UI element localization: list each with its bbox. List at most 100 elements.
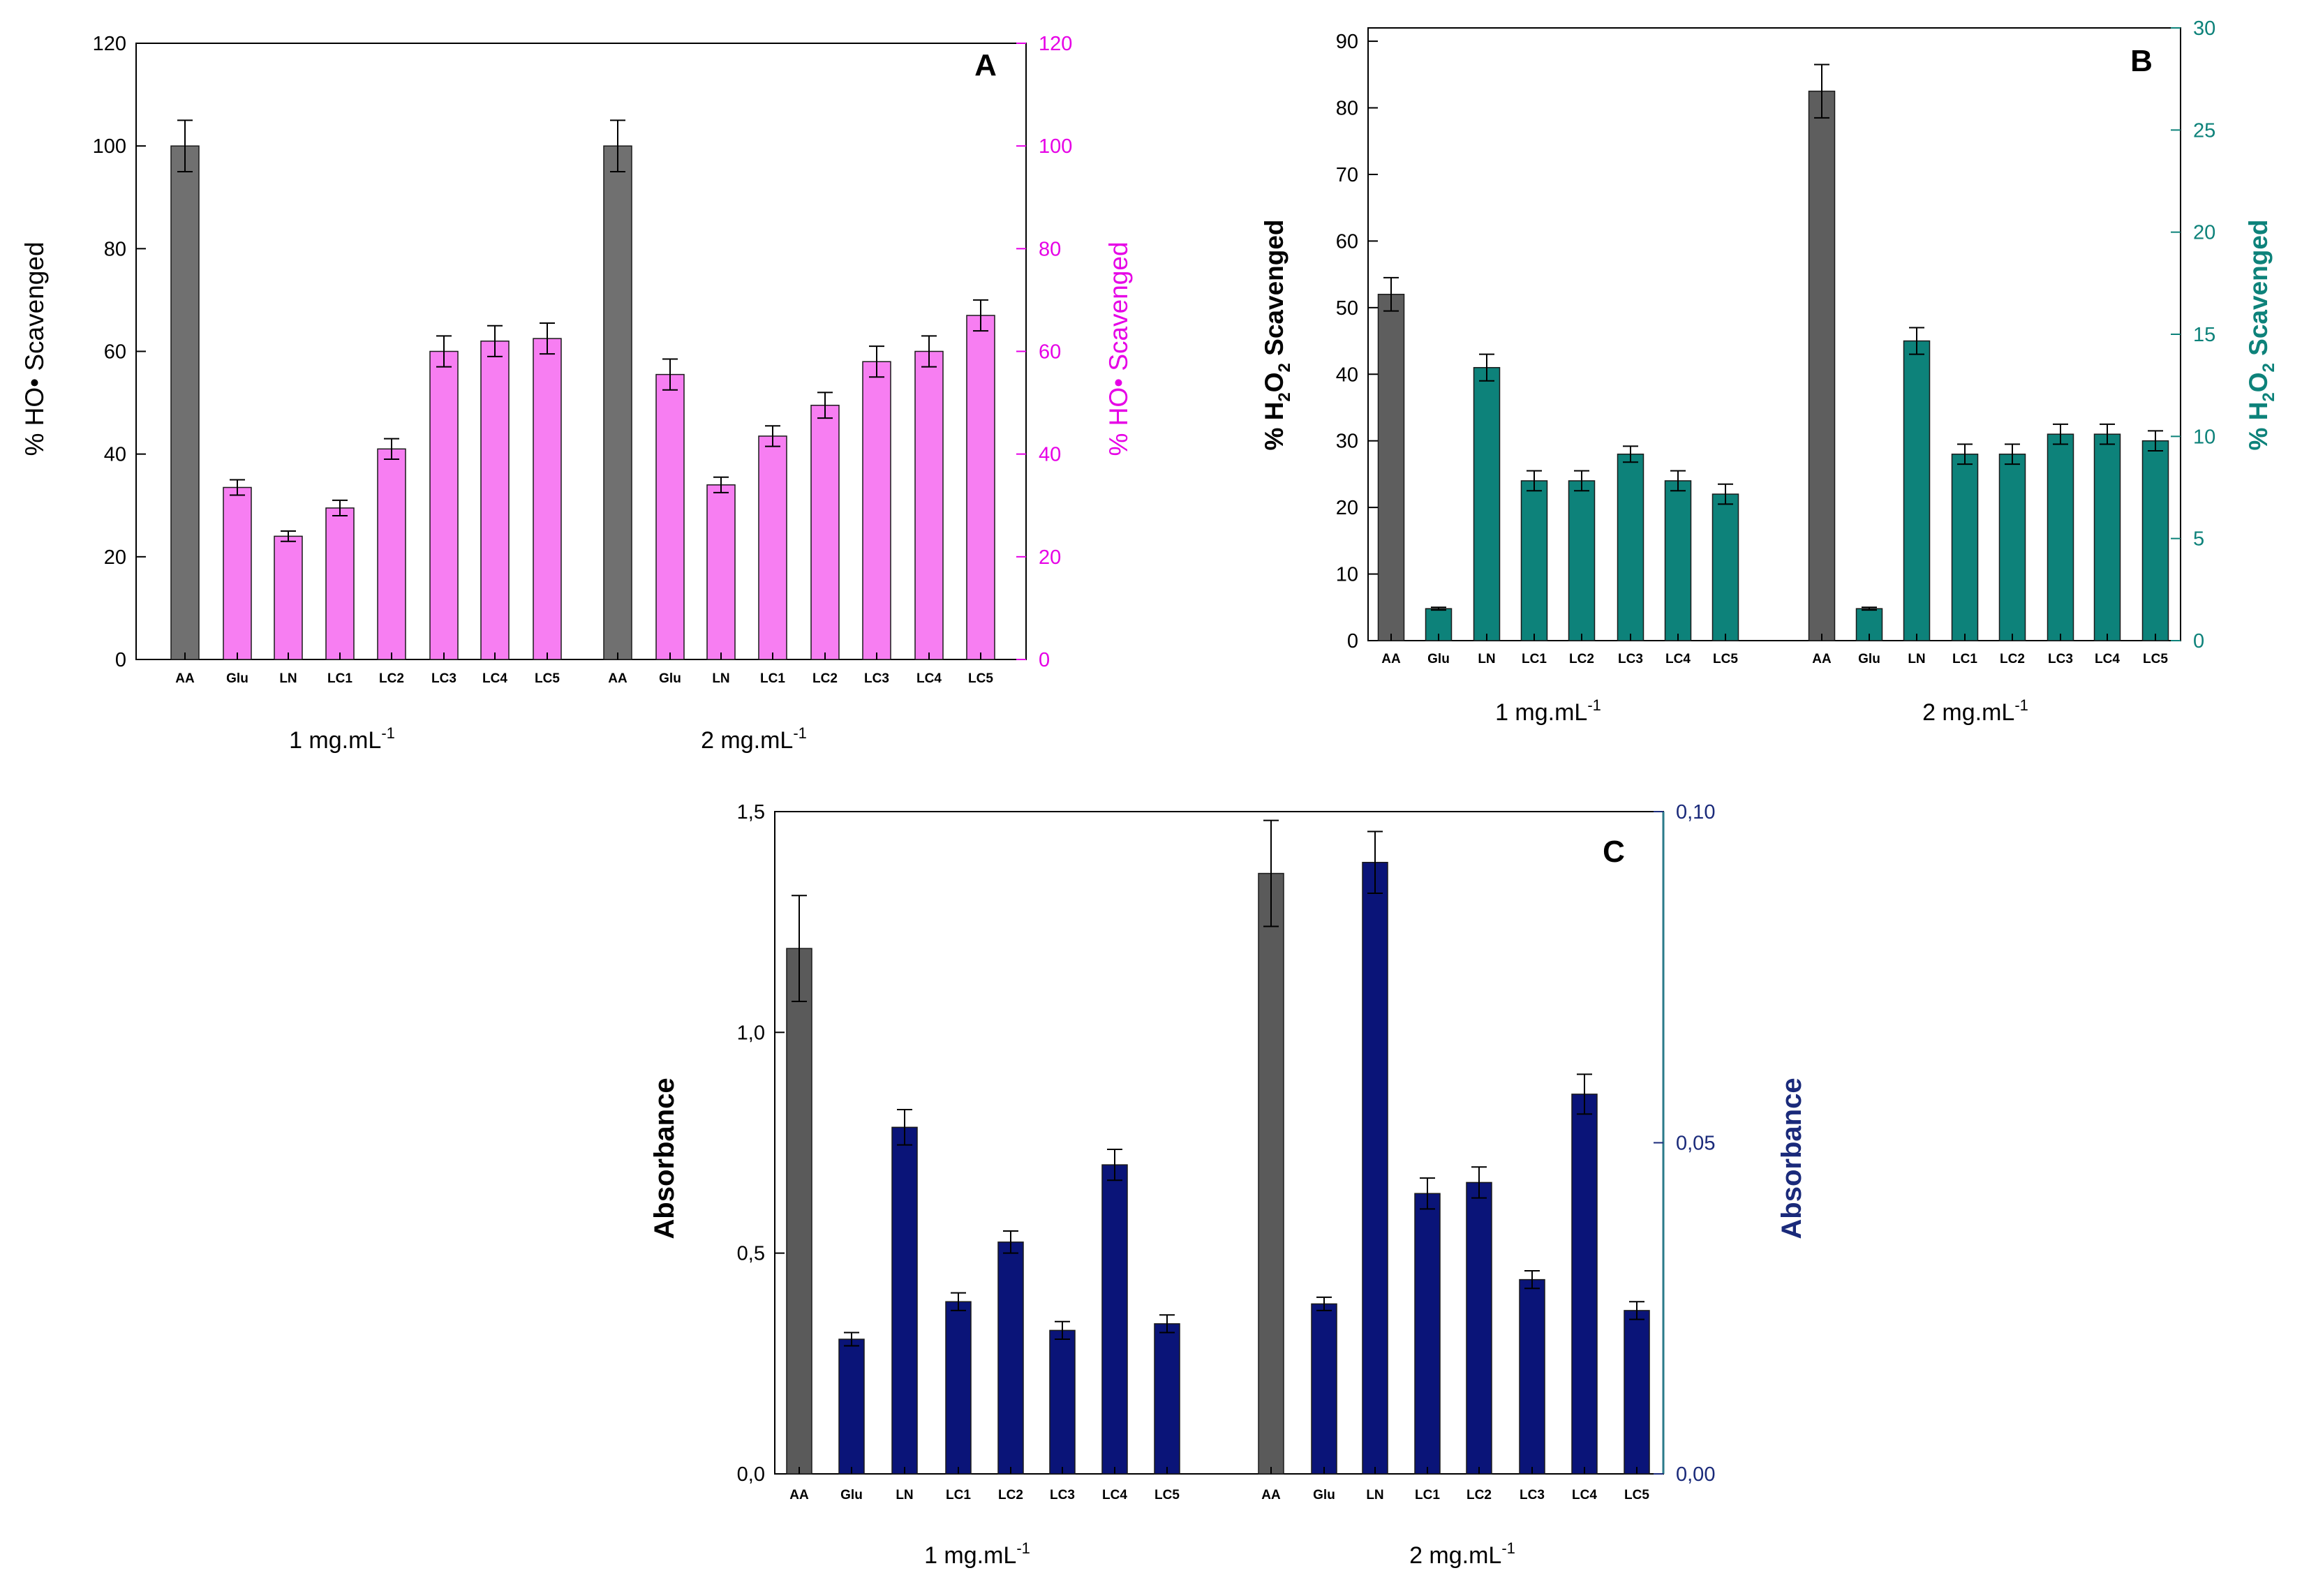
group-label: 1 mg.mL-1 (924, 1539, 1030, 1569)
y-right-tick-label: 0,00 (1676, 1463, 1715, 1486)
bar (1520, 480, 1548, 641)
y-tick-label: 80 (1336, 98, 1358, 120)
category-label: LC1 (946, 1488, 971, 1502)
bar (1362, 862, 1388, 1475)
category-label: LC1 (1415, 1488, 1440, 1502)
category-label: LN (1908, 652, 1925, 666)
bar (1571, 1094, 1598, 1475)
chart-panel-a: 0 20 40 60 80 100 120 0 20 40 60 80 100 120 AA Glu LN LC1… (20, 33, 1133, 754)
category-label: LN (896, 1488, 913, 1502)
bar (891, 1126, 918, 1475)
category-label: LN (1366, 1488, 1383, 1502)
chart-panel-c: 0,0 0,5 1,0 1,5 0,00 0,05 0,10 AA Glu LN LC1 LC2 LC3… (649, 801, 1807, 1569)
y-right-tick-label: 60 (1039, 341, 1061, 364)
bar (533, 338, 562, 660)
bar (1311, 1303, 1337, 1475)
group-label: 2 mg.mL-1 (1922, 696, 2028, 726)
bar (997, 1241, 1024, 1475)
category-label: LC4 (2095, 652, 2120, 666)
y-right-tick-label: 20 (2193, 222, 2215, 244)
panel-letter: B (2130, 44, 2153, 78)
y-right-tick-label: 25 (2193, 119, 2215, 142)
y-tick-label: 20 (104, 546, 126, 569)
bar (1049, 1329, 1076, 1475)
bar (1568, 480, 1596, 641)
category-label: LC1 (1952, 652, 1977, 666)
category-label: LC4 (1665, 652, 1691, 666)
category-label: Glu (1427, 652, 1450, 666)
bar (1951, 454, 1979, 641)
category-label: LC4 (1102, 1488, 1127, 1502)
category-label: LC2 (812, 671, 838, 686)
y-tick-label: 70 (1336, 164, 1358, 186)
y-tick-label: 0 (1347, 630, 1358, 652)
y-right-axis-title: % H2O2 Scavenged (2244, 219, 2278, 450)
bar (838, 1338, 865, 1475)
bar (1617, 454, 1644, 641)
bar (1998, 454, 2026, 641)
category-label: LC3 (864, 671, 889, 686)
category-label: LC2 (1466, 1488, 1492, 1502)
y-tick-label: 60 (104, 341, 126, 364)
y-right-tick-label: 100 (1039, 135, 1072, 158)
y-tick-label: 1,5 (737, 801, 765, 823)
category-label: LC3 (1050, 1488, 1075, 1502)
bar (1154, 1323, 1180, 1475)
category-label: LC3 (431, 671, 456, 686)
category-label: LC5 (2143, 652, 2168, 666)
category-label: AA (1812, 652, 1832, 666)
category-label: LC2 (379, 671, 404, 686)
group-label: 1 mg.mL-1 (1495, 696, 1601, 726)
y-tick-label: 120 (93, 33, 126, 55)
category-label: LC4 (916, 671, 942, 686)
y-tick-label: 40 (104, 444, 126, 466)
category-label: LC3 (1520, 1488, 1545, 1502)
bar (862, 361, 891, 660)
y-right-tick-label: 0 (1039, 649, 1050, 671)
bar (810, 405, 840, 660)
category-label: Glu (840, 1488, 863, 1502)
y-tick-label: 0,0 (737, 1463, 765, 1486)
y-tick-label: 0 (115, 649, 126, 671)
y-tick-label: 40 (1336, 364, 1358, 386)
y-right-tick-label: 0,05 (1676, 1133, 1715, 1155)
y-tick-label: 50 (1336, 297, 1358, 320)
category-label: LC1 (760, 671, 785, 686)
y-axis-title: % HO• Scavenged (20, 241, 49, 456)
bar (377, 448, 406, 660)
panel-letter: C (1603, 835, 1625, 869)
y-right-tick-label: 5 (2193, 528, 2204, 551)
y-tick-label: 1,0 (737, 1022, 765, 1044)
y-axis-title: % H2O2 Scavenged (1260, 219, 1294, 450)
y-right-axis-title: Absorbance (1776, 1077, 1807, 1239)
bar (655, 373, 685, 660)
category-label: LC5 (1624, 1488, 1649, 1502)
category-label: LC5 (1713, 652, 1738, 666)
bar (480, 341, 510, 660)
bar (1711, 493, 1739, 641)
category-label: LC5 (968, 671, 993, 686)
category-label: Glu (659, 671, 681, 686)
y-tick-label: 20 (1336, 497, 1358, 519)
bar (945, 1301, 972, 1475)
bar (786, 948, 812, 1475)
category-label: LC3 (2048, 652, 2073, 666)
y-right-tick-label: 15 (2193, 324, 2215, 346)
y-right-tick-label: 40 (1039, 444, 1061, 466)
bar (274, 535, 303, 660)
y-axis-title: Absorbance (649, 1077, 680, 1239)
category-label: LN (1478, 652, 1495, 666)
chart-panel-b: 0 10 20 30 40 50 60 70 80 90 0 5 10 15 20 25 30 AA Glu LN LC… (1260, 17, 2278, 726)
bar (1377, 293, 1405, 641)
y-right-axis-title: % HO• Scavenged (1104, 241, 1133, 456)
y-right-tick-label: 0 (2193, 630, 2204, 652)
category-label: LC2 (998, 1488, 1023, 1502)
category-label: Glu (226, 671, 248, 686)
bar (1903, 340, 1931, 641)
panel-letter: A (974, 48, 997, 82)
y-tick-label: 10 (1336, 564, 1358, 586)
category-label: LC2 (1569, 652, 1594, 666)
y-right-tick-label: 80 (1039, 238, 1061, 260)
y-right-tick-label: 10 (2193, 426, 2215, 448)
